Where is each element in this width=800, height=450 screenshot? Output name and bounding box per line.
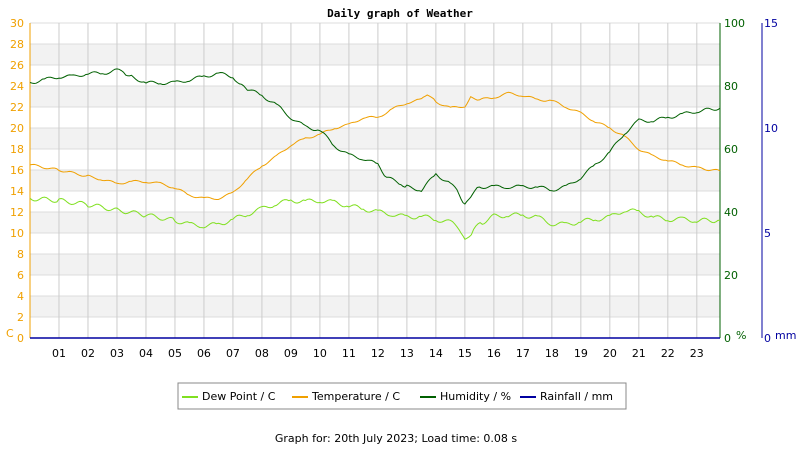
humidity-tick-label: 40 [724,206,738,219]
legend-label: Humidity / % [440,390,511,403]
x-tick-label: 01 [52,347,66,360]
left-tick-label: 20 [10,122,24,135]
x-tick-label: 04 [139,347,153,360]
plot-band [30,254,720,275]
left-tick-label: 4 [17,290,24,303]
rainfall-axis-unit: mm [775,329,796,342]
left-tick-label: 6 [17,269,24,282]
plot-band [30,44,720,65]
x-tick-label: 07 [226,347,240,360]
x-tick-label: 05 [168,347,182,360]
left-tick-label: 10 [10,227,24,240]
plot-band [30,149,720,170]
humidity-tick-label: 100 [724,17,745,30]
plot-background [30,23,720,338]
plot-band [30,65,720,86]
footer-text: Graph for: 20th July 2023; Load time: 0.… [275,432,518,445]
rainfall-tick-label: 0 [764,332,771,345]
rainfall-tick-label: 15 [764,17,778,30]
tick-labels: 0246810121416182022242628300204060801000… [10,17,778,360]
legend-label: Dew Point / C [202,390,276,403]
plot-band [30,170,720,191]
x-tick-label: 21 [632,347,646,360]
series-line-dew [29,196,721,240]
legend-label: Rainfall / mm [540,390,613,403]
plot-band [30,233,720,254]
x-tick-label: 11 [342,347,356,360]
left-tick-label: 30 [10,17,24,30]
humidity-tick-label: 20 [724,269,738,282]
plot-band [30,128,720,149]
left-tick-label: 24 [10,80,24,93]
x-tick-label: 14 [429,347,443,360]
humidity-tick-label: 0 [724,332,731,345]
grid-lines [30,22,720,339]
humidity-tick-label: 80 [724,80,738,93]
legend-box [177,382,627,410]
x-tick-label: 18 [545,347,559,360]
left-tick-label: 12 [10,206,24,219]
humidity-axis-unit: % [736,329,746,342]
series-line-temperature [29,91,721,200]
x-tick-label: 12 [371,347,385,360]
x-tick-label: 20 [603,347,617,360]
x-tick-label: 13 [400,347,414,360]
x-tick-label: 19 [574,347,588,360]
plot-band [30,86,720,107]
plot-band [30,296,720,317]
left-tick-label: 14 [10,185,24,198]
plot-band [30,212,720,233]
plot-band [30,191,720,212]
legend-label: Temperature / C [311,390,400,403]
chart-title: Daily graph of Weather [327,7,473,20]
x-tick-label: 10 [313,347,327,360]
left-tick-label: 28 [10,38,24,51]
left-tick-label: 0 [17,332,24,345]
left-tick-label: 22 [10,101,24,114]
left-axis-unit: C [6,327,14,340]
x-tick-label: 03 [110,347,124,360]
rainfall-tick-label: 5 [764,227,771,240]
x-tick-label: 15 [458,347,472,360]
plot-band [30,275,720,296]
left-tick-label: 16 [10,164,24,177]
x-tick-label: 06 [197,347,211,360]
plot-band [30,23,720,44]
series-line-humidity [29,68,721,205]
x-tick-label: 17 [516,347,530,360]
left-tick-label: 18 [10,143,24,156]
rainfall-tick-label: 10 [764,122,778,135]
x-tick-label: 23 [690,347,704,360]
left-tick-label: 26 [10,59,24,72]
x-tick-label: 09 [284,347,298,360]
legend: Dew Point / C Temperature / C Humidity / %… [177,382,627,410]
humidity-tick-label: 60 [724,143,738,156]
x-tick-label: 22 [661,347,675,360]
left-tick-label: 2 [17,311,24,324]
series-lines [29,68,721,339]
x-tick-label: 08 [255,347,269,360]
left-tick-label: 8 [17,248,24,261]
x-tick-label: 02 [81,347,95,360]
x-tick-label: 16 [487,347,501,360]
plot-band [30,317,720,338]
